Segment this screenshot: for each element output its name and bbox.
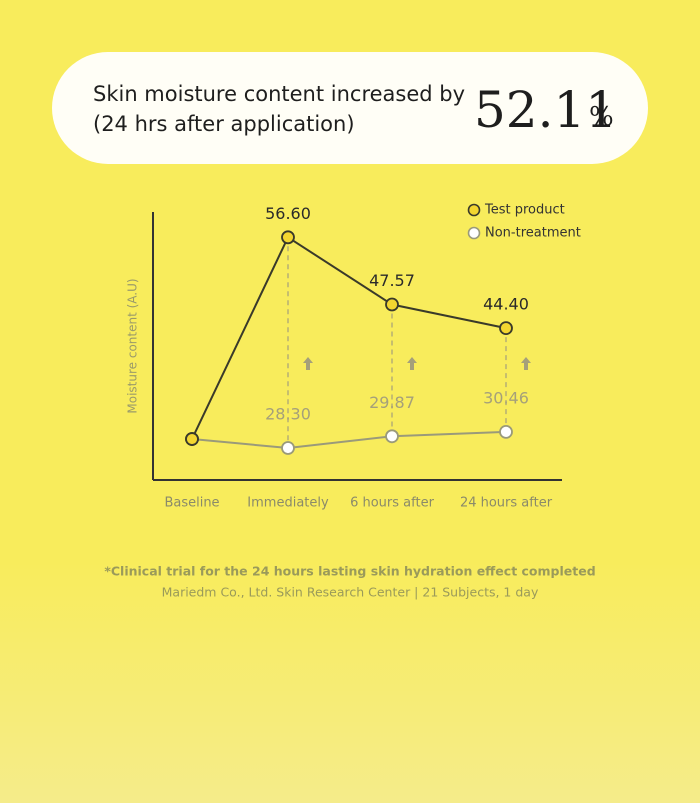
value-label: 56.60 [265,204,311,223]
point [499,321,513,336]
value-label: 30.46 [483,388,529,407]
legend-marker [467,203,481,217]
value-label: 28.30 [265,404,311,423]
value-label: 29.87 [369,393,415,412]
y-axis-label: Moisture content (A.U) [126,278,140,413]
arrow [521,357,531,370]
x-tick-label: Immediately [247,496,329,511]
point [281,441,295,455]
point [385,297,399,312]
arrow [407,357,417,370]
stat: 52.11 [474,81,617,139]
x-tick-label: 6 hours after [350,496,434,511]
footnote: *Clinical trial for the 24 hours lasting… [104,564,595,579]
value-label: 44.40 [483,295,529,314]
banner [52,52,648,164]
point [499,425,513,439]
point [281,230,295,245]
arrow [303,357,313,370]
footnote: Mariedm Co., Ltd. Skin Research Center |… [162,585,539,600]
series-line [191,235,507,440]
x-tick-label: 24 hours after [460,496,553,511]
point [385,429,399,444]
stat-unit: % [589,102,614,132]
point [185,432,199,446]
banner-line: (24 hrs after application) [93,112,355,136]
legend-label: Test product [484,203,565,218]
banner-line: Skin moisture content increased by [93,82,465,106]
legend-marker [467,226,481,240]
legend-label: Non-treatment [485,226,581,241]
x-tick-label: Baseline [164,496,219,511]
value-label: 47.57 [369,271,415,290]
series-line [191,430,507,449]
